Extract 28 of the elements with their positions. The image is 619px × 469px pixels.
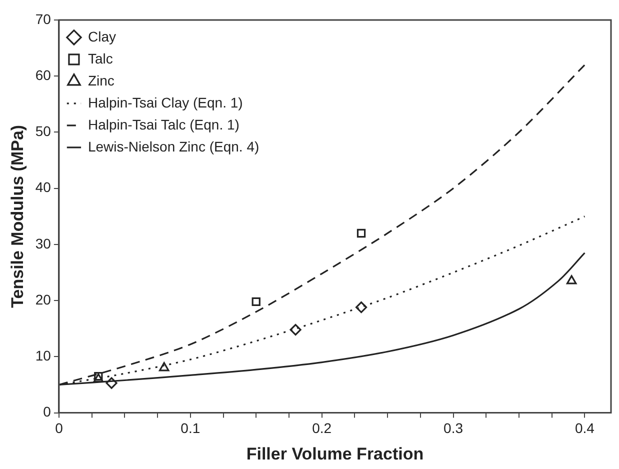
x-axis-title: Filler Volume Fraction [246, 444, 424, 464]
x-tick-label: 0 [55, 420, 64, 436]
point [106, 377, 118, 389]
y-axis-title: Tensile Modulus (MPa) [8, 124, 27, 308]
y-tick-label: 70 [35, 10, 52, 27]
y-tick-label: 10 [35, 348, 52, 364]
y-tick-label: 40 [35, 179, 52, 196]
legend-label: Lewis-Nielson Zinc (Eqn. 4) [88, 138, 260, 154]
y-tick-label: 60 [35, 66, 52, 83]
y-tick-label: 30 [35, 235, 52, 252]
legend-label: Zinc [88, 72, 114, 88]
point [566, 275, 577, 284]
x-tick-label: 0.1 [180, 420, 200, 436]
x-tick-label: 0.3 [444, 420, 464, 436]
legend-label: Halpin-Tsai Clay (Eqn. 1) [88, 94, 243, 110]
legend-label: Clay [88, 28, 116, 44]
x-tick-label: 0.4 [574, 420, 595, 436]
point [158, 362, 170, 372]
point [355, 302, 368, 314]
legend-label: Halpin-Tsai Talc (Eqn. 1) [88, 116, 240, 132]
y-tick-label: 0 [43, 404, 52, 420]
point [356, 228, 366, 238]
y-tick-label: 20 [35, 291, 52, 308]
legend-label: Talc [88, 50, 113, 66]
x-tick-label: 0.2 [312, 420, 332, 436]
y-tick-label: 50 [35, 123, 52, 140]
point [252, 297, 260, 306]
point [290, 324, 302, 336]
